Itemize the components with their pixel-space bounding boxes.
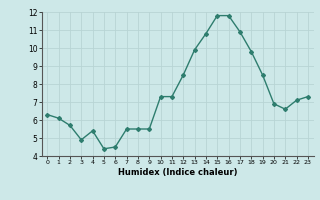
X-axis label: Humidex (Indice chaleur): Humidex (Indice chaleur) — [118, 168, 237, 177]
